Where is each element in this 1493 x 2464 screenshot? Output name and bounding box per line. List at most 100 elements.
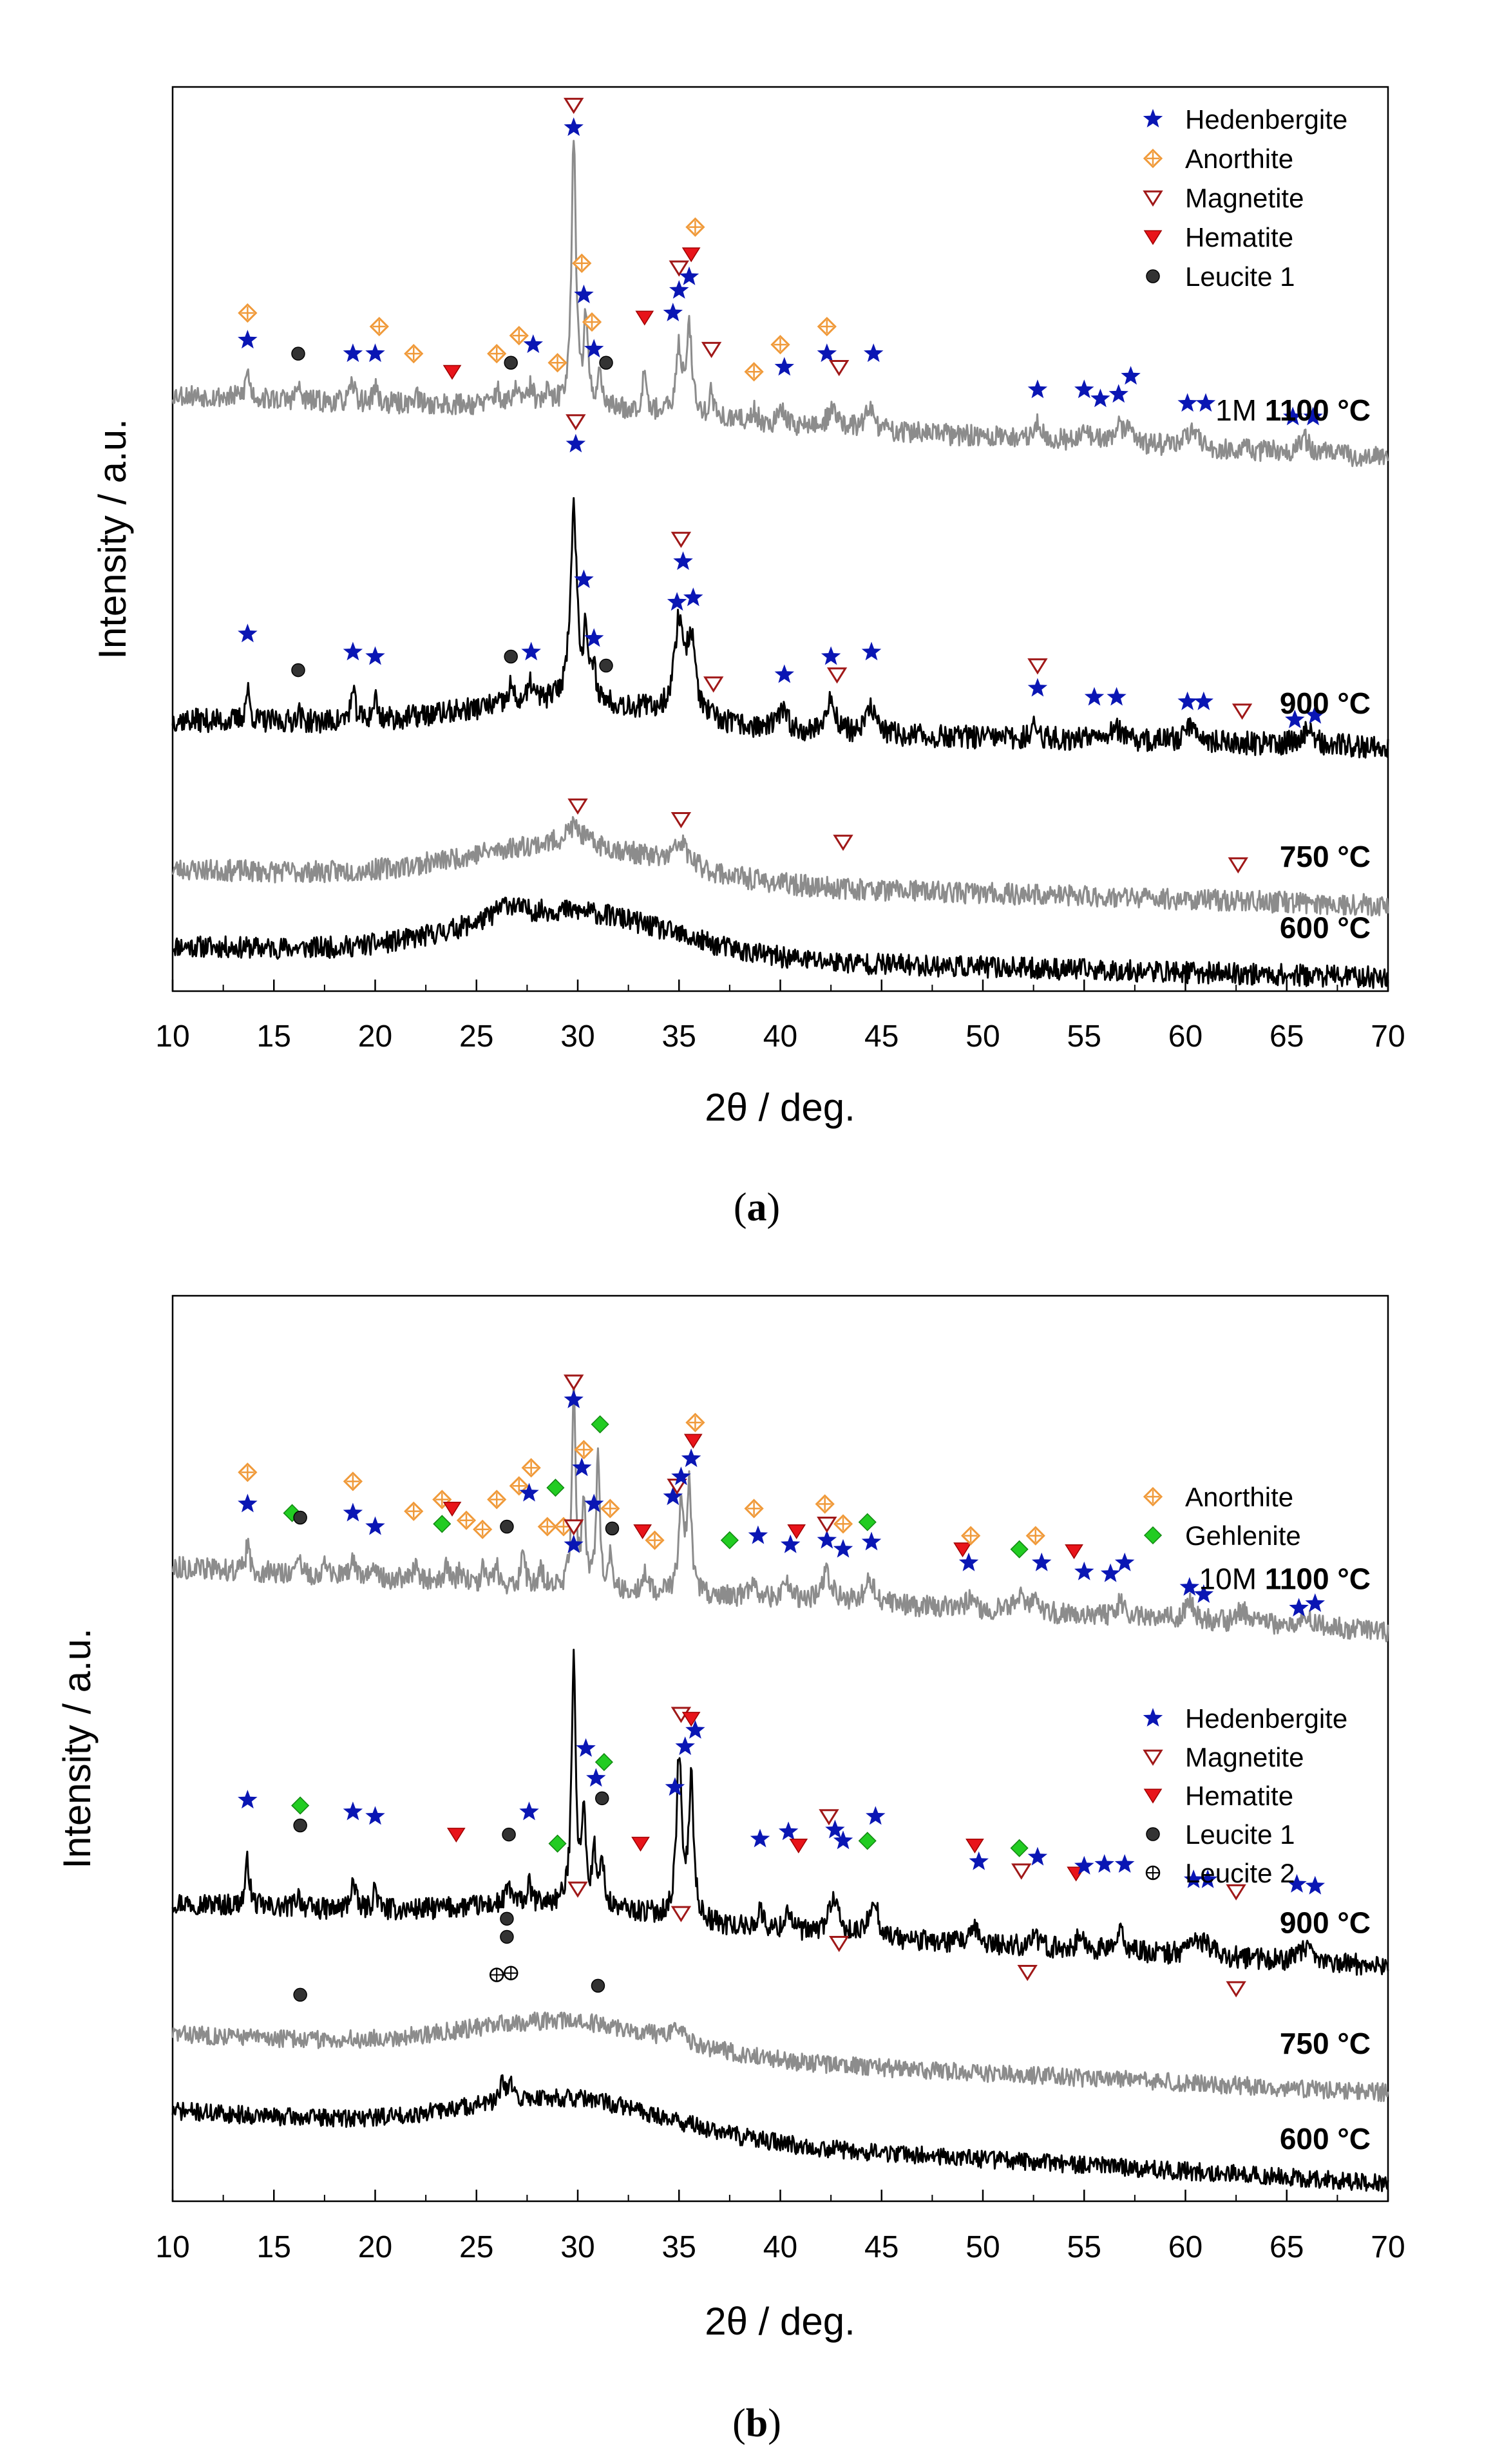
- gehlenite-marker: [548, 1834, 567, 1853]
- hedenbergite-marker: [1305, 1593, 1325, 1612]
- diffraction-curves: [171, 1374, 1389, 2192]
- magnetite-marker: [1231, 703, 1253, 720]
- hematite-marker: [953, 1542, 972, 1558]
- magnetite-marker: [833, 835, 853, 851]
- hedenbergite-marker: [1084, 687, 1105, 706]
- hedenbergite-marker: [817, 343, 837, 363]
- x-tick-label: 60: [1168, 2230, 1203, 2264]
- hedenbergite-marker: [1177, 393, 1197, 412]
- x-tick-label: 40: [763, 1019, 797, 1054]
- hedenbergite-marker: [519, 1801, 539, 1821]
- x-tick-label: 35: [662, 1019, 696, 1054]
- leucite-1-marker: [500, 1519, 514, 1534]
- gehlenite-marker: [591, 1415, 609, 1434]
- magnetite-marker: [1011, 1863, 1032, 1880]
- anorthite-marker: [1143, 148, 1163, 169]
- anorthite-marker: [572, 253, 592, 273]
- anorthite-marker: [817, 316, 837, 337]
- magnetite-marker: [670, 531, 692, 548]
- magnetite-marker: [670, 1906, 692, 1922]
- hedenbergite-marker: [1121, 366, 1141, 385]
- hedenbergite-marker: [238, 1493, 258, 1513]
- phase-markers: [238, 97, 1325, 874]
- anorthite-marker: [685, 1412, 705, 1432]
- hedenbergite-marker: [1183, 1869, 1204, 1888]
- hedenbergite-marker: [1177, 691, 1197, 710]
- panel-b: 10 15 20 25 30 35 40 45 50 55 60 65 70 600 °C 750 °C 9…: [55, 1294, 1405, 2445]
- hematite-marker: [631, 1837, 650, 1852]
- x-tick-label: 25: [459, 2230, 493, 2264]
- hedenbergite-marker: [574, 569, 594, 589]
- x-axis-ticks: [171, 2190, 1389, 2201]
- hedenbergite-marker: [365, 1516, 385, 1535]
- anorthite-marker: [582, 312, 602, 332]
- hedenbergite-marker: [1195, 393, 1216, 412]
- hedenbergite-marker: [1305, 705, 1325, 724]
- diffraction-curves: [171, 140, 1389, 989]
- hedenbergite-marker: [521, 641, 541, 661]
- leucite-1-marker: [500, 1911, 514, 1926]
- anorthite-marker: [456, 1510, 477, 1530]
- xrd-curve-1m-1100-c: [171, 140, 1389, 468]
- hedenbergite-marker: [864, 343, 884, 363]
- magnetite-marker: [1143, 1749, 1163, 1766]
- hedenbergite-marker: [1193, 1584, 1213, 1603]
- legend-entry: Magnetite: [1143, 183, 1304, 213]
- hedenbergite-marker: [365, 646, 385, 665]
- leucite-1-marker: [504, 649, 518, 664]
- hedenbergite-marker: [778, 1821, 799, 1841]
- legend-label: Hedenbergite: [1185, 104, 1347, 135]
- hedenbergite-marker: [969, 1851, 989, 1870]
- x-tick-label: 50: [965, 2230, 1000, 2264]
- hedenbergite-marker: [1074, 379, 1094, 399]
- hedenbergite-marker: [750, 1828, 770, 1848]
- hedenbergite-marker: [1289, 1598, 1309, 1616]
- hedenbergite-marker: [238, 623, 258, 643]
- legend-label: Hematite: [1185, 1781, 1293, 1811]
- hedenbergite-marker: [586, 1768, 606, 1787]
- hedenbergite-marker: [866, 1806, 886, 1825]
- hedenbergite-marker: [825, 1819, 845, 1839]
- hedenbergite-marker: [365, 343, 385, 363]
- anorthite-marker: [685, 217, 705, 237]
- hedenbergite-marker: [1114, 1854, 1135, 1873]
- leucite-1-marker: [291, 663, 305, 678]
- magnetite-marker: [669, 260, 689, 277]
- hedenbergite-marker: [238, 1790, 258, 1809]
- leucite-1-marker: [291, 346, 305, 361]
- gehlenite-marker: [433, 1515, 452, 1533]
- hematite-marker: [635, 310, 654, 326]
- gehlenite-marker: [594, 1753, 613, 1772]
- gehlenite-marker: [1010, 1540, 1029, 1559]
- legend-entry: Leucite 1: [1146, 1819, 1295, 1850]
- hematite-marker: [683, 1434, 703, 1449]
- hedenbergite-marker: [671, 1466, 691, 1486]
- anorthite-marker: [537, 1517, 557, 1537]
- hedenbergite-marker: [1100, 1563, 1121, 1582]
- x-tick-label: 10: [155, 1019, 189, 1054]
- x-axis-label: 2θ / deg.: [705, 1086, 855, 1129]
- magnetite-marker: [670, 811, 692, 829]
- hedenbergite-marker: [564, 117, 584, 137]
- legend-entry: Leucite 1: [1146, 261, 1295, 292]
- gehlenite-marker: [1010, 1839, 1029, 1857]
- x-tick-label: 25: [459, 1019, 493, 1054]
- hematite-marker: [787, 1524, 806, 1540]
- temperature-label: 600 °C: [1280, 911, 1371, 945]
- hedenbergite-marker: [1074, 1561, 1094, 1580]
- hematite-marker: [681, 247, 701, 263]
- x-tick-label: 70: [1371, 2230, 1405, 2264]
- hedenbergite-marker: [1027, 678, 1048, 697]
- leucite-2-marker: [503, 1966, 518, 1980]
- hedenbergite-marker: [343, 343, 363, 363]
- hedenbergite-marker: [675, 1736, 695, 1756]
- anorthite-marker: [487, 1490, 507, 1510]
- leucite-1-marker: [504, 355, 518, 370]
- hematite-marker: [633, 1524, 652, 1540]
- anorthite-marker: [487, 344, 507, 364]
- anorthite-marker: [238, 303, 258, 323]
- magnetite-marker: [564, 1374, 584, 1391]
- xrd-curve-600-c: [171, 2074, 1389, 2192]
- hedenbergite-marker: [519, 1483, 539, 1502]
- legend-top: Anorthite Gehlenite: [1143, 1482, 1301, 1551]
